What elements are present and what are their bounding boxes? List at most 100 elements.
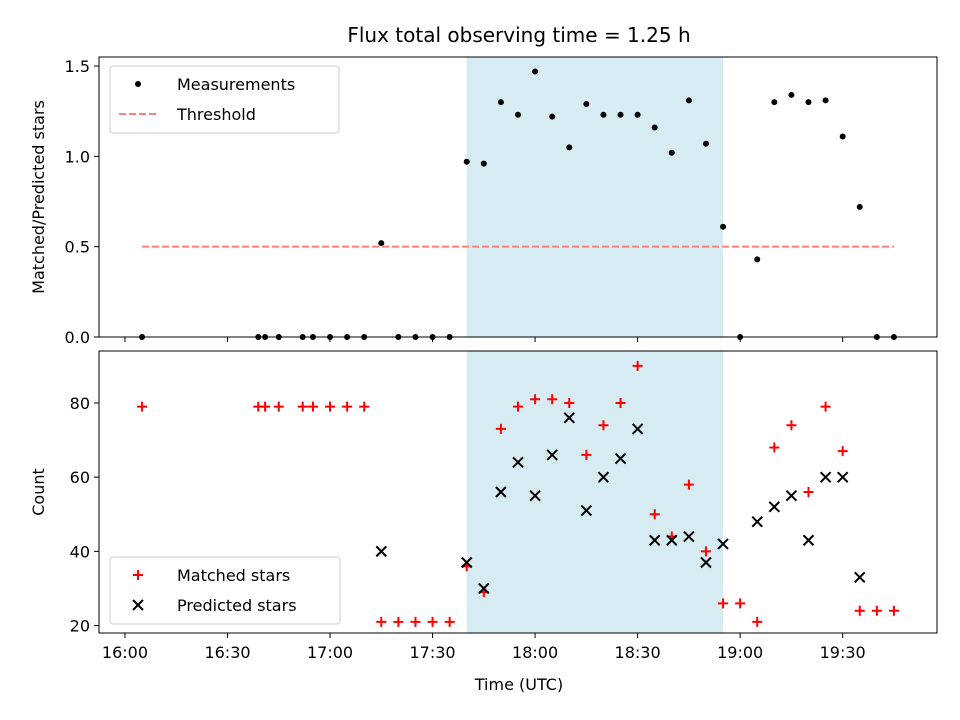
measurement-point	[583, 100, 590, 107]
matched-star-point	[854, 605, 865, 616]
x-tick-label: 17:00	[307, 643, 353, 662]
legend-entry-label: Measurements	[177, 75, 295, 94]
matched-star-point	[307, 401, 318, 412]
measurement-point	[480, 160, 487, 167]
predicted-star-point	[819, 471, 832, 483]
legend-predicted-swatch	[132, 599, 144, 611]
measurement-point	[634, 111, 641, 118]
matched-star-point	[615, 397, 626, 408]
measurement-point	[600, 111, 607, 118]
measurement-point	[685, 97, 692, 104]
measurement-point	[668, 149, 675, 156]
matched-star-point	[530, 394, 541, 405]
measurement-point	[532, 68, 539, 75]
legend-matched-swatch	[133, 570, 143, 580]
legend: Matched stars Predicted stars	[109, 556, 341, 625]
measurement-point	[822, 97, 829, 104]
measurement-point	[754, 256, 761, 263]
measurement-point	[651, 124, 658, 131]
legend-entry-label: Predicted stars	[177, 596, 297, 615]
matched-star-point	[752, 616, 763, 627]
measurement-point	[617, 111, 624, 118]
measurement-point	[497, 99, 504, 106]
y-axis-title: Matched/Predicted stars	[29, 100, 48, 294]
matched-star-point	[342, 401, 353, 412]
matched-star-point	[260, 401, 271, 412]
x-tick-label: 19:30	[820, 643, 866, 662]
y-axis-title: Count	[29, 468, 48, 516]
y-tick-label: 0.5	[65, 238, 90, 257]
matched-star-point	[820, 401, 831, 412]
predicted-star-point	[836, 471, 849, 483]
matched-star-point	[837, 446, 848, 457]
matched-star-point	[297, 401, 308, 412]
matched-star-point	[393, 616, 404, 627]
measurement-point	[788, 91, 795, 98]
x-tick-label: 17:30	[410, 643, 456, 662]
measurement-point	[856, 203, 863, 210]
matched-star-point	[718, 598, 729, 609]
x-tick-label: 18:30	[615, 643, 661, 662]
matched-star-point	[359, 401, 370, 412]
matched-star-point	[137, 401, 148, 412]
measurement-point	[720, 223, 727, 230]
y-tick-label: 40	[70, 542, 90, 561]
matched-star-point	[410, 616, 421, 627]
predicted-star-point	[717, 538, 729, 550]
chart-title: Flux total observing time = 1.25 h	[347, 23, 690, 47]
legend: Measurements Threshold	[109, 65, 340, 134]
predicted-star-point	[751, 515, 763, 528]
measurement-point	[515, 111, 521, 118]
matched-star-point	[700, 546, 711, 557]
predicted-star-point	[375, 545, 388, 558]
y-tick-label: 1.5	[65, 57, 90, 76]
predicted-star-point	[700, 556, 712, 569]
predicted-star-point	[683, 530, 695, 543]
legend-measurement-swatch	[135, 81, 141, 87]
x-tick-label: 16:30	[204, 643, 250, 662]
predicted-star-point	[854, 571, 866, 584]
measurement-point	[566, 144, 573, 151]
predicted-star-point	[546, 449, 558, 461]
matched-star-point	[598, 420, 609, 431]
predicted-star-point	[529, 490, 541, 502]
predicted-star-point	[478, 582, 490, 595]
top-panel: 0.0 0.5 1.0 1.5 Matched/Predicted stars Measu…	[29, 56, 938, 347]
measurement-point	[702, 140, 709, 147]
predicted-star-point	[495, 486, 507, 498]
measurement-point	[805, 99, 812, 106]
x-tick-label: 16:00	[102, 643, 148, 662]
axes-frame	[98, 350, 938, 634]
matched-star-point	[769, 442, 780, 453]
measurement-point	[771, 99, 778, 106]
matched-star-point	[803, 487, 814, 497]
y-tick-label: 60	[70, 468, 90, 487]
legend-entry-label: Threshold	[176, 105, 256, 124]
matched-star-point	[786, 420, 797, 431]
x-axis-title: Time (UTC)	[474, 675, 563, 694]
predicted-star-point	[648, 534, 661, 546]
matched-star-point	[649, 509, 660, 520]
matched-star-point	[564, 397, 575, 408]
measurement-point	[549, 113, 556, 120]
predicted-star-point	[785, 490, 798, 502]
y-tick-label: 1.0	[65, 147, 90, 166]
axes-frame	[98, 56, 938, 338]
matched-star-point	[683, 479, 694, 490]
legend-entry-label: Matched stars	[177, 566, 290, 585]
matched-star-point	[581, 449, 592, 460]
legend-box	[109, 556, 341, 625]
matched-star-point	[632, 360, 643, 371]
predicted-star-point	[563, 412, 575, 424]
matched-star-point	[735, 598, 746, 609]
measurement-point	[378, 240, 385, 247]
legend-box	[109, 65, 340, 134]
bottom-panel: 20 40 60 80 16:00 16:30 17:00 17:30 18:00 18:30 19…	[29, 350, 938, 662]
predicted-star-point	[802, 534, 815, 546]
matched-star-point	[495, 423, 506, 434]
predicted-star-point	[631, 423, 644, 435]
measurement-point	[463, 158, 470, 165]
x-tick-label: 19:00	[717, 643, 763, 662]
matched-star-point	[513, 401, 523, 412]
